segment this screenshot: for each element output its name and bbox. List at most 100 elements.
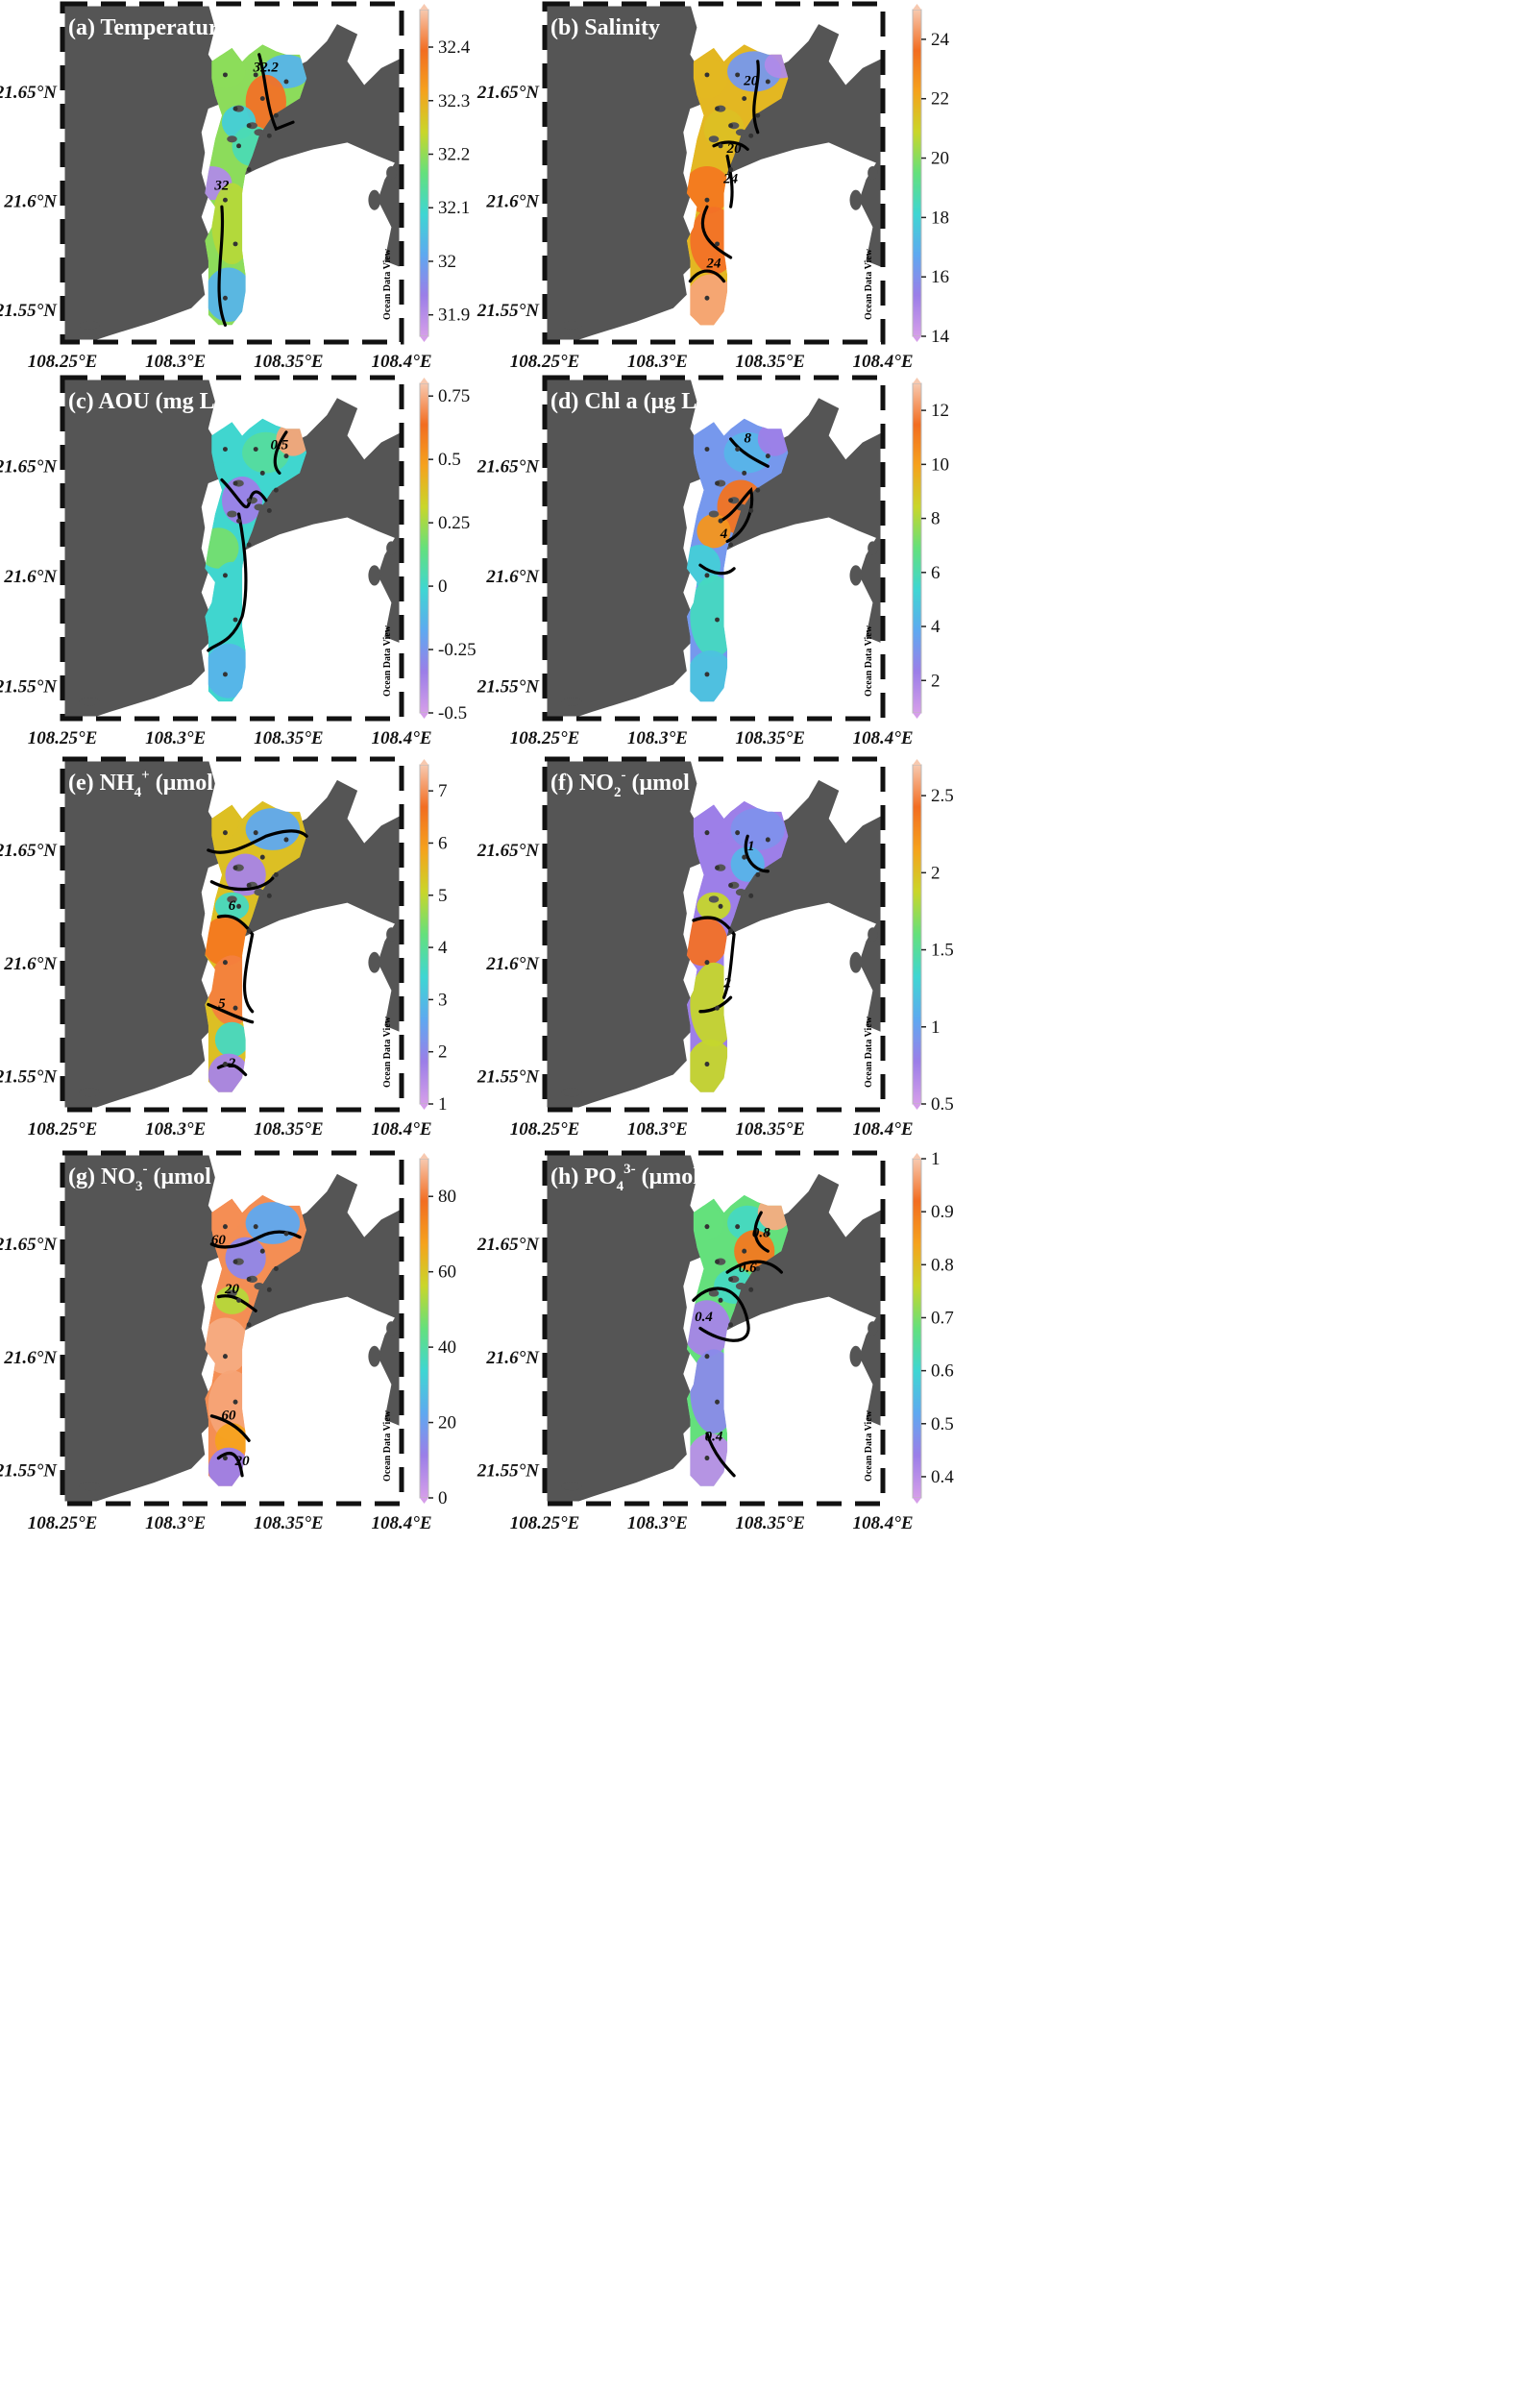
contour-line <box>216 1294 257 1312</box>
field-blob <box>697 514 731 549</box>
odv-watermark: Ocean Data View <box>382 1016 393 1088</box>
station-point <box>232 241 238 247</box>
islet <box>386 165 397 181</box>
frame-dashed <box>542 375 886 722</box>
y-tick-label: 21.65°N <box>0 841 58 861</box>
frame-dashed <box>60 375 404 722</box>
station-point <box>704 1224 710 1230</box>
y-axis: 21.65°N 21.6°N 21.55°N <box>477 457 540 698</box>
x-tick-label: 108.35°E <box>254 1513 324 1533</box>
colorbar-bottom-cap <box>913 713 921 719</box>
y-tick-label: 21.65°N <box>477 1235 540 1255</box>
y-tick-label: 21.55°N <box>477 301 540 321</box>
panel-title: (h) PO43- (μmol L⁻¹) <box>550 1162 747 1194</box>
x-axis: 108.25°E 108.3°E 108.35°E 108.4°E <box>28 1513 432 1533</box>
colorbar-tick-label: 20 <box>931 149 949 169</box>
station-point <box>283 1231 289 1237</box>
station-point <box>236 903 242 909</box>
colorbar-bottom-cap <box>420 336 428 342</box>
islet <box>849 951 863 973</box>
station-point <box>704 830 710 836</box>
colorbar-top-cap <box>420 1153 428 1159</box>
x-axis: 108.25°E 108.3°E 108.35°E 108.4°E <box>510 728 914 748</box>
y-tick-label: 21.65°N <box>477 841 540 861</box>
estuary-field <box>205 44 307 326</box>
station-point <box>765 79 770 85</box>
x-tick-label: 108.25°E <box>510 728 580 748</box>
station-point <box>232 480 238 486</box>
station-point <box>715 865 720 870</box>
colorbar: 32.4 32.3 32.2 32.1 32 31.9 <box>419 4 471 342</box>
stations <box>704 1224 770 1461</box>
y-tick-label: 21.55°N <box>477 1067 540 1088</box>
station-point <box>748 1287 754 1292</box>
colorbar-tick-label: 31.9 <box>438 306 470 326</box>
station-point <box>704 1061 710 1067</box>
y-tick-label: 21.65°N <box>0 457 58 478</box>
islet <box>868 541 878 555</box>
station-point <box>273 112 279 118</box>
station-point <box>222 72 228 78</box>
x-axis: 108.25°E 108.3°E 108.35°E 108.4°E <box>28 728 432 748</box>
colorbar: 7 6 5 4 3 2 1 <box>419 759 448 1115</box>
colorbar-tick-label: -0.5 <box>438 703 467 723</box>
islet <box>849 1345 863 1367</box>
station-point <box>704 72 710 78</box>
station-point <box>259 96 265 102</box>
y-axis: 21.65°N 21.6°N 21.55°N <box>0 83 58 321</box>
field-blob <box>697 892 731 920</box>
contour-label: 24 <box>722 172 739 187</box>
y-tick-label: 21.6°N <box>485 567 540 587</box>
colorbar-tick-label: 60 <box>438 1262 456 1283</box>
contours <box>207 829 308 1077</box>
contour-label: 60 <box>211 1233 227 1248</box>
station-point <box>222 672 228 677</box>
station-point <box>765 453 770 459</box>
contours <box>688 60 760 283</box>
station-point <box>232 865 238 870</box>
stations <box>704 830 770 1067</box>
station-point <box>704 960 710 966</box>
station-point <box>232 1259 238 1264</box>
contour-line <box>216 1452 244 1478</box>
field-blob <box>686 58 728 99</box>
estuary-islet <box>227 895 237 903</box>
islet <box>386 541 397 555</box>
contour-label: 32.2 <box>253 60 280 75</box>
station-point <box>236 143 242 149</box>
station-point <box>273 1265 279 1272</box>
colorbar-tick-label: 1 <box>438 1094 448 1115</box>
x-tick-label: 108.4°E <box>852 728 913 748</box>
station-point <box>718 518 723 524</box>
colorbar-tick-label: 10 <box>931 454 949 475</box>
x-tick-label: 108.3°E <box>145 352 206 372</box>
station-point <box>246 542 252 548</box>
station-point <box>236 518 242 524</box>
contour-label: 20 <box>224 1282 240 1297</box>
estuary-islet <box>708 895 720 903</box>
colorbar-tick-label: 5 <box>438 886 448 906</box>
islet <box>868 1321 878 1336</box>
station-point <box>765 837 770 843</box>
x-axis: 108.25°E 108.3°E 108.35°E 108.4°E <box>510 352 914 372</box>
field-blob <box>214 1021 250 1058</box>
contour-label: 8 <box>744 430 751 446</box>
station-point <box>748 893 754 898</box>
field-blob <box>205 1317 250 1374</box>
colorbar-tick-label: 6 <box>438 833 448 853</box>
contour-labels: 84 <box>720 430 752 541</box>
panel-temperature: 32.2 32 (a) Temperature (°C) Ocean Data Vie… <box>0 1 471 372</box>
colorbar-tick-label: 1 <box>931 1017 941 1038</box>
station-point <box>283 453 289 459</box>
station-point <box>273 871 279 878</box>
colorbar-gradient <box>419 1158 429 1499</box>
station-point <box>728 882 734 888</box>
colorbar-tick-label: 0.75 <box>438 386 470 406</box>
x-tick-label: 108.4°E <box>371 1119 431 1140</box>
station-point <box>715 1259 720 1264</box>
station-point <box>755 871 761 878</box>
station-point <box>728 542 734 548</box>
y-axis: 21.65°N 21.6°N 21.55°N <box>477 83 540 321</box>
odv-watermark: Ocean Data View <box>382 1409 393 1482</box>
contour-line <box>725 1260 783 1274</box>
